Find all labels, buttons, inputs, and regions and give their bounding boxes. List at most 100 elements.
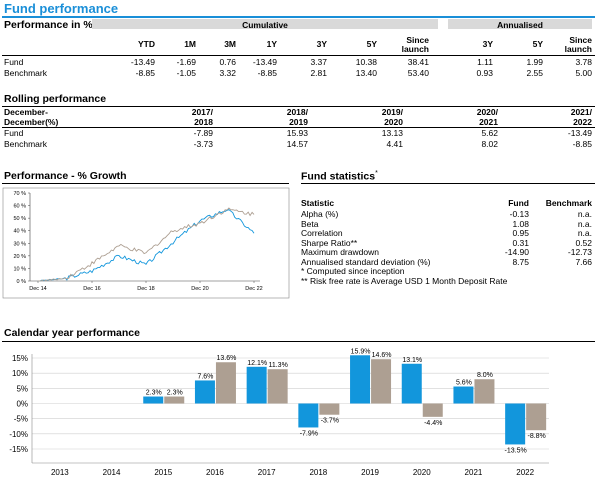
rolling-cell: 15.93 — [286, 128, 308, 138]
calendar-bar-label: 11.3% — [268, 362, 287, 369]
stats-fund-value: -14.90 — [504, 247, 529, 257]
growth-y-tick: 40 % — [13, 229, 26, 235]
cumulative-label: Cumulative — [242, 20, 288, 30]
perf-heading: Performance in % — [4, 19, 93, 31]
calendar-y-tick: -10% — [9, 430, 28, 439]
stats-col-benchmark: Benchmark — [545, 198, 592, 208]
perf-col-header: Since launch — [564, 35, 592, 54]
stats-separator — [301, 183, 595, 184]
perf-cell: -13.49 — [130, 57, 155, 67]
growth-separator — [2, 183, 289, 184]
rolling-cell: 14.57 — [286, 139, 308, 149]
calendar-bar-fund — [246, 366, 267, 404]
perf-cell: 53.40 — [407, 68, 429, 78]
rolling-cell: -8.85 — [572, 139, 592, 149]
calendar-bar-label: 2.3% — [146, 390, 162, 397]
stats-benchmark-value: n.a. — [577, 228, 592, 238]
calendar-bar-benchmark — [474, 379, 495, 404]
rolling-heading: Rolling performance — [4, 93, 107, 105]
calendar-chart: 15% 10% 5% 0% -5% -10% -15% 2013 2014 2015 2.3% 2.3… — [9, 348, 549, 477]
calendar-bar-label: 5.6% — [456, 380, 472, 387]
calendar-bar-label: 15.9% — [351, 348, 371, 355]
calendar-x-tick: 2018 — [309, 468, 327, 477]
stats-row-label: Correlation — [301, 228, 343, 238]
cumulative-bar — [92, 19, 438, 29]
calendar-bar-label: -13.5% — [505, 447, 527, 454]
calendar-x-tick: 2016 — [206, 468, 224, 477]
calendar-y-tick: -15% — [9, 445, 28, 454]
perf-col-header: YTD — [138, 39, 155, 49]
perf-cell: 3.32 — [219, 68, 236, 78]
calendar-bar-fund — [350, 355, 371, 404]
calendar-bar-fund — [298, 403, 319, 428]
calendar-bar-benchmark — [371, 359, 392, 404]
stats-fund-value: 0.95 — [512, 228, 529, 238]
calendar-bar-fund — [194, 380, 215, 404]
calendar-x-tick: 2022 — [516, 468, 534, 477]
performance-table: YTD 1M 3M 1Y 3Y 5Y Since launch 3Y 5Y Since launc… — [0, 36, 597, 80]
stats-fund-value: -0.13 — [509, 209, 529, 219]
perf-cell: 3.78 — [575, 57, 592, 67]
calendar-bar-benchmark — [267, 369, 288, 404]
perf-cell: -1.05 — [176, 68, 196, 78]
rolling-cell: -13.49 — [567, 128, 592, 138]
calendar-bar-benchmark — [215, 362, 236, 404]
growth-line-benchmark — [37, 207, 255, 282]
stats-heading: Fund statistics* — [301, 170, 378, 183]
calendar-separator — [2, 341, 595, 342]
rolling-col-header: 2019/ 2020 — [381, 107, 403, 127]
perf-cell: -1.69 — [176, 57, 196, 67]
rolling-cell: 8.02 — [481, 139, 498, 149]
calendar-bar-benchmark — [319, 403, 340, 415]
perf-col-header: 1Y — [266, 39, 277, 49]
perf-col-header: 1M — [184, 39, 196, 49]
stats-col-statistic: Statistic — [301, 198, 335, 208]
rolling-separator — [2, 106, 595, 107]
stats-benchmark-value: n.a. — [577, 209, 592, 219]
rolling-period-label: December-December(%) — [4, 107, 59, 127]
growth-y-tick: 70 % — [13, 191, 26, 197]
rolling-cell: 13.13 — [381, 128, 403, 138]
perf-row-label: Fund — [4, 57, 24, 67]
perf-cell: 2.81 — [310, 68, 327, 78]
page-title: Fund performance — [4, 1, 119, 16]
perf-cell: 10.38 — [355, 57, 377, 67]
growth-x-tick: Dec 18 — [137, 286, 154, 292]
growth-x-tick: Dec 20 — [191, 286, 208, 292]
growth-x-tick: Dec 16 — [83, 286, 100, 292]
calendar-bar-label: -7.9% — [300, 430, 318, 437]
growth-y-tick: 20 % — [13, 254, 26, 260]
rolling-header-separator — [2, 127, 595, 128]
stats-benchmark-value: 0.52 — [575, 237, 592, 248]
perf-cell: 13.40 — [355, 68, 377, 78]
growth-line-fund — [38, 209, 255, 282]
calendar-y-tick: -5% — [14, 415, 28, 424]
rolling-col-header: 2021/ 2022 — [570, 107, 592, 127]
stats-note-2: ** Risk free rate is Average USD 1 Month… — [301, 275, 508, 286]
stats-fund-value: 0.31 — [512, 237, 529, 248]
stats-benchmark-value: 7.66 — [575, 256, 592, 267]
perf-col-header: 3Y — [316, 39, 327, 49]
stats-col-fund: Fund — [508, 198, 529, 208]
calendar-x-tick: 2017 — [258, 468, 276, 477]
calendar-bar-fund — [453, 386, 474, 404]
rolling-cell: 5.62 — [481, 128, 498, 138]
growth-y-tick: 60 % — [13, 204, 26, 210]
growth-y-tick: 10 % — [13, 266, 26, 272]
calendar-x-tick: 2020 — [413, 468, 431, 477]
stats-row-label: Beta — [301, 218, 319, 229]
calendar-bar-label: 7.6% — [197, 373, 213, 380]
calendar-y-tick: 0% — [16, 400, 28, 409]
rolling-col-header: 2017/ 2018 — [191, 107, 213, 127]
calendar-bar-label: -8.8% — [528, 433, 546, 440]
perf-cell: 1.99 — [526, 57, 543, 67]
stats-row-label: Maximum drawdown — [301, 247, 379, 257]
growth-y-tick: 0 % — [17, 279, 27, 285]
calendar-y-tick: 15% — [12, 354, 28, 363]
calendar-heading: Calendar year performance — [4, 327, 140, 339]
rolling-cell: -3.73 — [193, 139, 213, 149]
perf-header-separator — [2, 55, 595, 56]
perf-cell: -13.49 — [252, 57, 277, 67]
calendar-bar-label: -4.4% — [424, 420, 442, 427]
perf-cell: 1.11 — [477, 57, 493, 67]
